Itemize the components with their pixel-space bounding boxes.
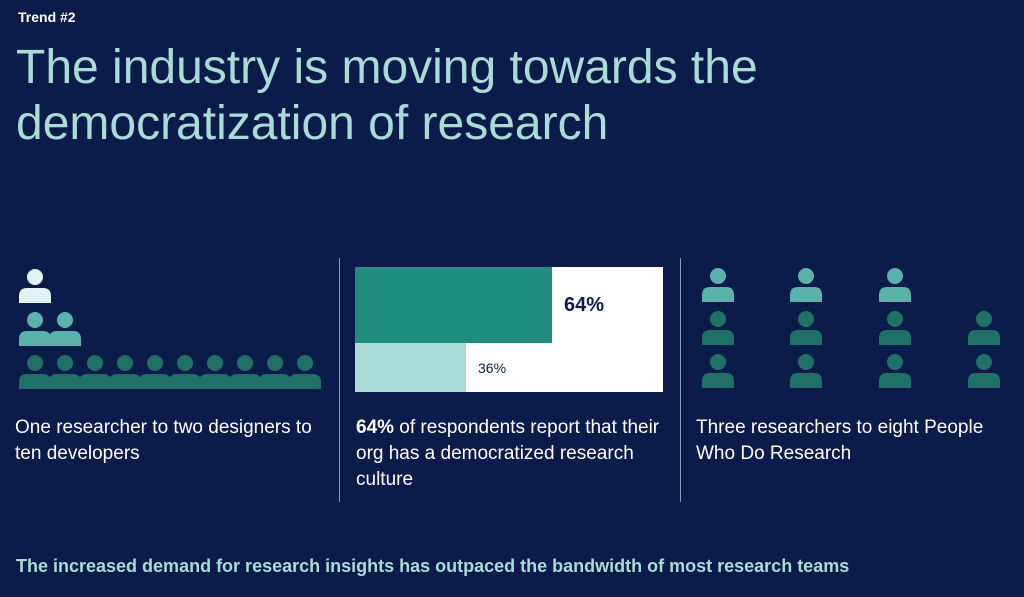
bar-36-percent: 36% — [355, 343, 663, 392]
people-who-do-research-icon — [968, 354, 1000, 388]
bar-64-fill — [355, 267, 552, 343]
people-who-do-research-icon — [702, 354, 734, 388]
trend-label: Trend #2 — [18, 9, 76, 25]
developer-icon — [289, 355, 321, 389]
bar-36-label: 36% — [478, 359, 507, 376]
middle-caption: 64% of respondents report that their org… — [356, 415, 666, 493]
designer-icon — [19, 312, 51, 346]
right-people-group — [702, 268, 1000, 388]
divider-left — [339, 258, 340, 502]
people-who-do-research-icon — [879, 311, 911, 345]
developer-icon — [229, 355, 261, 389]
bar-36-fill — [355, 343, 466, 392]
researcher-icon — [879, 268, 911, 302]
developer-icon — [169, 355, 201, 389]
page-title: The industry is moving towards the democ… — [16, 41, 758, 150]
developer-icon — [49, 355, 81, 389]
developer-icon — [109, 355, 141, 389]
people-who-do-research-icon — [790, 354, 822, 388]
people-who-do-research-icon — [790, 311, 822, 345]
developer-icon — [259, 355, 291, 389]
researcher-icon — [19, 269, 51, 303]
developer-icon — [79, 355, 111, 389]
bar-64-label: 64% — [564, 293, 605, 316]
researcher-icon — [702, 268, 734, 302]
left-people-group — [19, 269, 321, 389]
people-who-do-research-icon — [879, 354, 911, 388]
right-caption: Three researchers to eight People Who Do… — [696, 417, 984, 464]
developer-icon — [199, 355, 231, 389]
designer-icon — [49, 312, 81, 346]
middle-caption-rest: of respondents report that their org has… — [356, 417, 660, 490]
developer-icon — [139, 355, 171, 389]
left-caption: One researcher to two designers to ten d… — [15, 417, 312, 464]
researcher-icon — [790, 268, 822, 302]
footer-note: The increased demand for research insigh… — [16, 556, 850, 576]
people-who-do-research-icon — [702, 311, 734, 345]
developer-icon — [19, 355, 51, 389]
people-who-do-research-icon — [968, 311, 1000, 345]
divider-right — [680, 258, 681, 502]
bar-64-percent: 64% — [355, 267, 663, 343]
middle-caption-bold: 64% — [356, 417, 395, 438]
